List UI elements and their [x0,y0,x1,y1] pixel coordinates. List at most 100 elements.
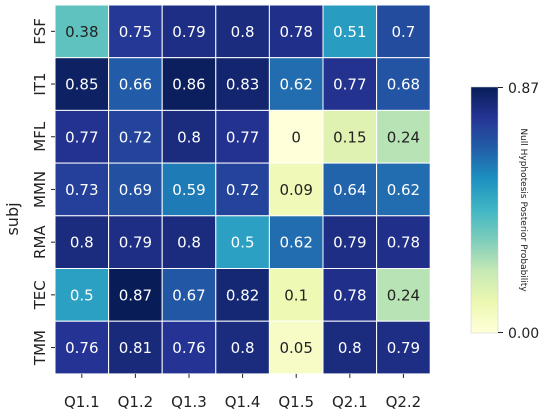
heatmap-cell-value: 0.83 [226,76,259,94]
heatmap-cell-value: 0.75 [119,23,152,41]
heatmap-cell-value: 0.8 [338,339,362,357]
heatmap-cell-value: 0.81 [119,339,152,357]
x-axis-tick-label: Q1.2 [118,393,154,411]
y-axis-tick-labels: FSF IT1 MFL MMN RMA TEC TMM [31,18,55,366]
heatmap-cell-value: 0.76 [65,339,98,357]
x-axis-tick-label: Q2.2 [386,393,422,411]
heatmap-cell-value: 0 [291,128,301,146]
heatmap-cell-value: 0.73 [65,181,98,199]
heatmap-cell [215,109,270,164]
heatmap-cell-value: 0.1 [284,286,308,304]
heatmap-cell-value: 0.87 [119,286,152,304]
heatmap-cell-value: 0.8 [70,234,94,252]
heatmap-cell-value: 0.05 [279,339,312,357]
heatmap-cell [268,320,324,375]
colorbar-title: Null Hyphotesis Posterior Probability [518,128,528,292]
y-axis-tick-label: MMN [31,171,49,208]
heatmap-cell-value: 0.15 [333,128,366,146]
heatmap-cell-value: 0.79 [387,339,420,357]
heatmap-cell-value: 0.69 [119,181,152,199]
heatmap-cell-value: 0.68 [387,76,420,94]
heatmap-cell-value: 0.62 [279,76,312,94]
heatmap-cell [268,268,324,322]
heatmap-cell-value: 0.8 [177,234,201,252]
x-axis-tick-labels: Q1.1 Q1.2 Q1.3 Q1.4 Q1.5 Q2.1 Q2.2 [64,373,422,411]
heatmap-cell-value: 0.76 [172,339,205,357]
heatmap-cell-value: 0.24 [387,286,420,304]
heatmap-cell [215,268,270,322]
y-axis-label: subj [3,202,22,235]
heatmap-cell-value: 0.86 [172,76,205,94]
heatmap-cell-value: 0.79 [333,234,366,252]
heatmap-cell-value: 0.85 [65,76,98,94]
heatmap-cell-value: 0.38 [65,23,98,41]
x-axis-tick-label: Q1.5 [278,393,314,411]
heatmap-cell [268,109,324,164]
heatmap-cell-value: 0.8 [231,339,255,357]
heatmap-cell-value: 0.8 [177,128,201,146]
heatmap-cell-value: 0.78 [333,286,366,304]
heatmap-cell-value: 0.78 [387,234,420,252]
heatmap-cell [376,268,431,322]
colorbar: 0.87 0.00 Null Hyphotesis Posterior Prob… [470,81,539,342]
heatmap-cell [54,162,110,217]
heatmap-cell-value: 0.78 [279,23,312,41]
heatmap-cell [376,162,431,217]
heatmap-cell-value: 0.24 [387,128,420,146]
heatmap-cell-value: 0.82 [226,286,259,304]
heatmap-cell-value: 0.66 [119,76,152,94]
heatmap-cell-value: 0.5 [70,286,94,304]
heatmap-cell-labels: 0.38 0.75 0.79 0.8 0.78 0.51 0.7 0.85 0.66 0.86 0.… [65,23,420,357]
heatmap-cell [322,109,378,164]
colorbar-max-label: 0.87 [508,81,539,97]
heatmap-cell [322,320,378,375]
heatmap-cell-value: 0.79 [119,234,152,252]
y-axis-tick-label: IT1 [31,72,49,95]
heatmap-cell [322,4,378,59]
heatmap-cell-value: 0.5 [231,234,255,252]
y-axis-tick-label: FSF [31,18,49,45]
heatmap-cell-value: 0.62 [387,181,420,199]
heatmap-cell [268,57,324,111]
heatmap-cell [108,4,163,59]
heatmap-cell [376,320,431,375]
heatmap-cells [54,4,431,375]
heatmap-cell [161,57,217,111]
heatmap-cell [54,268,110,322]
heatmap-cell [215,162,270,217]
x-axis-tick-label: Q1.1 [64,393,100,411]
heatmap-cell [108,109,163,164]
heatmap-cell [322,162,378,217]
heatmap-cell-value: 0.67 [172,286,205,304]
y-axis-tick-label: TEC [31,280,49,310]
y-axis-tick-label: TMM [31,330,49,366]
heatmap-cell-value: 0.59 [172,181,205,199]
x-axis-tick-label: Q1.4 [225,393,261,411]
y-axis-tick-label: MFL [31,121,49,152]
heatmap-cell [161,4,217,59]
heatmap-cell [108,162,163,217]
heatmap-cell-value: 0.79 [172,23,205,41]
heatmap-cell-value: 0.77 [226,128,259,146]
heatmap-cell-value: 0.77 [333,76,366,94]
x-axis-tick-label: Q1.3 [171,393,207,411]
heatmap-cell-value: 0.72 [119,128,152,146]
colorbar-min-label: 0.00 [508,326,539,342]
heatmap-cell [376,57,431,111]
heatmap-cell-value: 0.62 [279,234,312,252]
y-axis-tick-label: RMA [31,225,49,259]
heatmap-cell-value: 0.51 [333,23,366,41]
heatmap-cell-value: 0.09 [279,181,312,199]
heatmap-cell [54,215,110,270]
heatmap-cell [161,109,217,164]
heatmap-cell [161,320,217,375]
colorbar-gradient [470,86,499,334]
heatmap-cell-value: 0.8 [231,23,255,41]
heatmap-cell-value: 0.64 [333,181,366,199]
x-axis-tick-label: Q2.1 [332,393,368,411]
heatmap-cell [161,215,217,270]
heatmap-cell [376,109,431,164]
heatmap-cell [54,320,110,375]
heatmap-cell [215,320,270,375]
